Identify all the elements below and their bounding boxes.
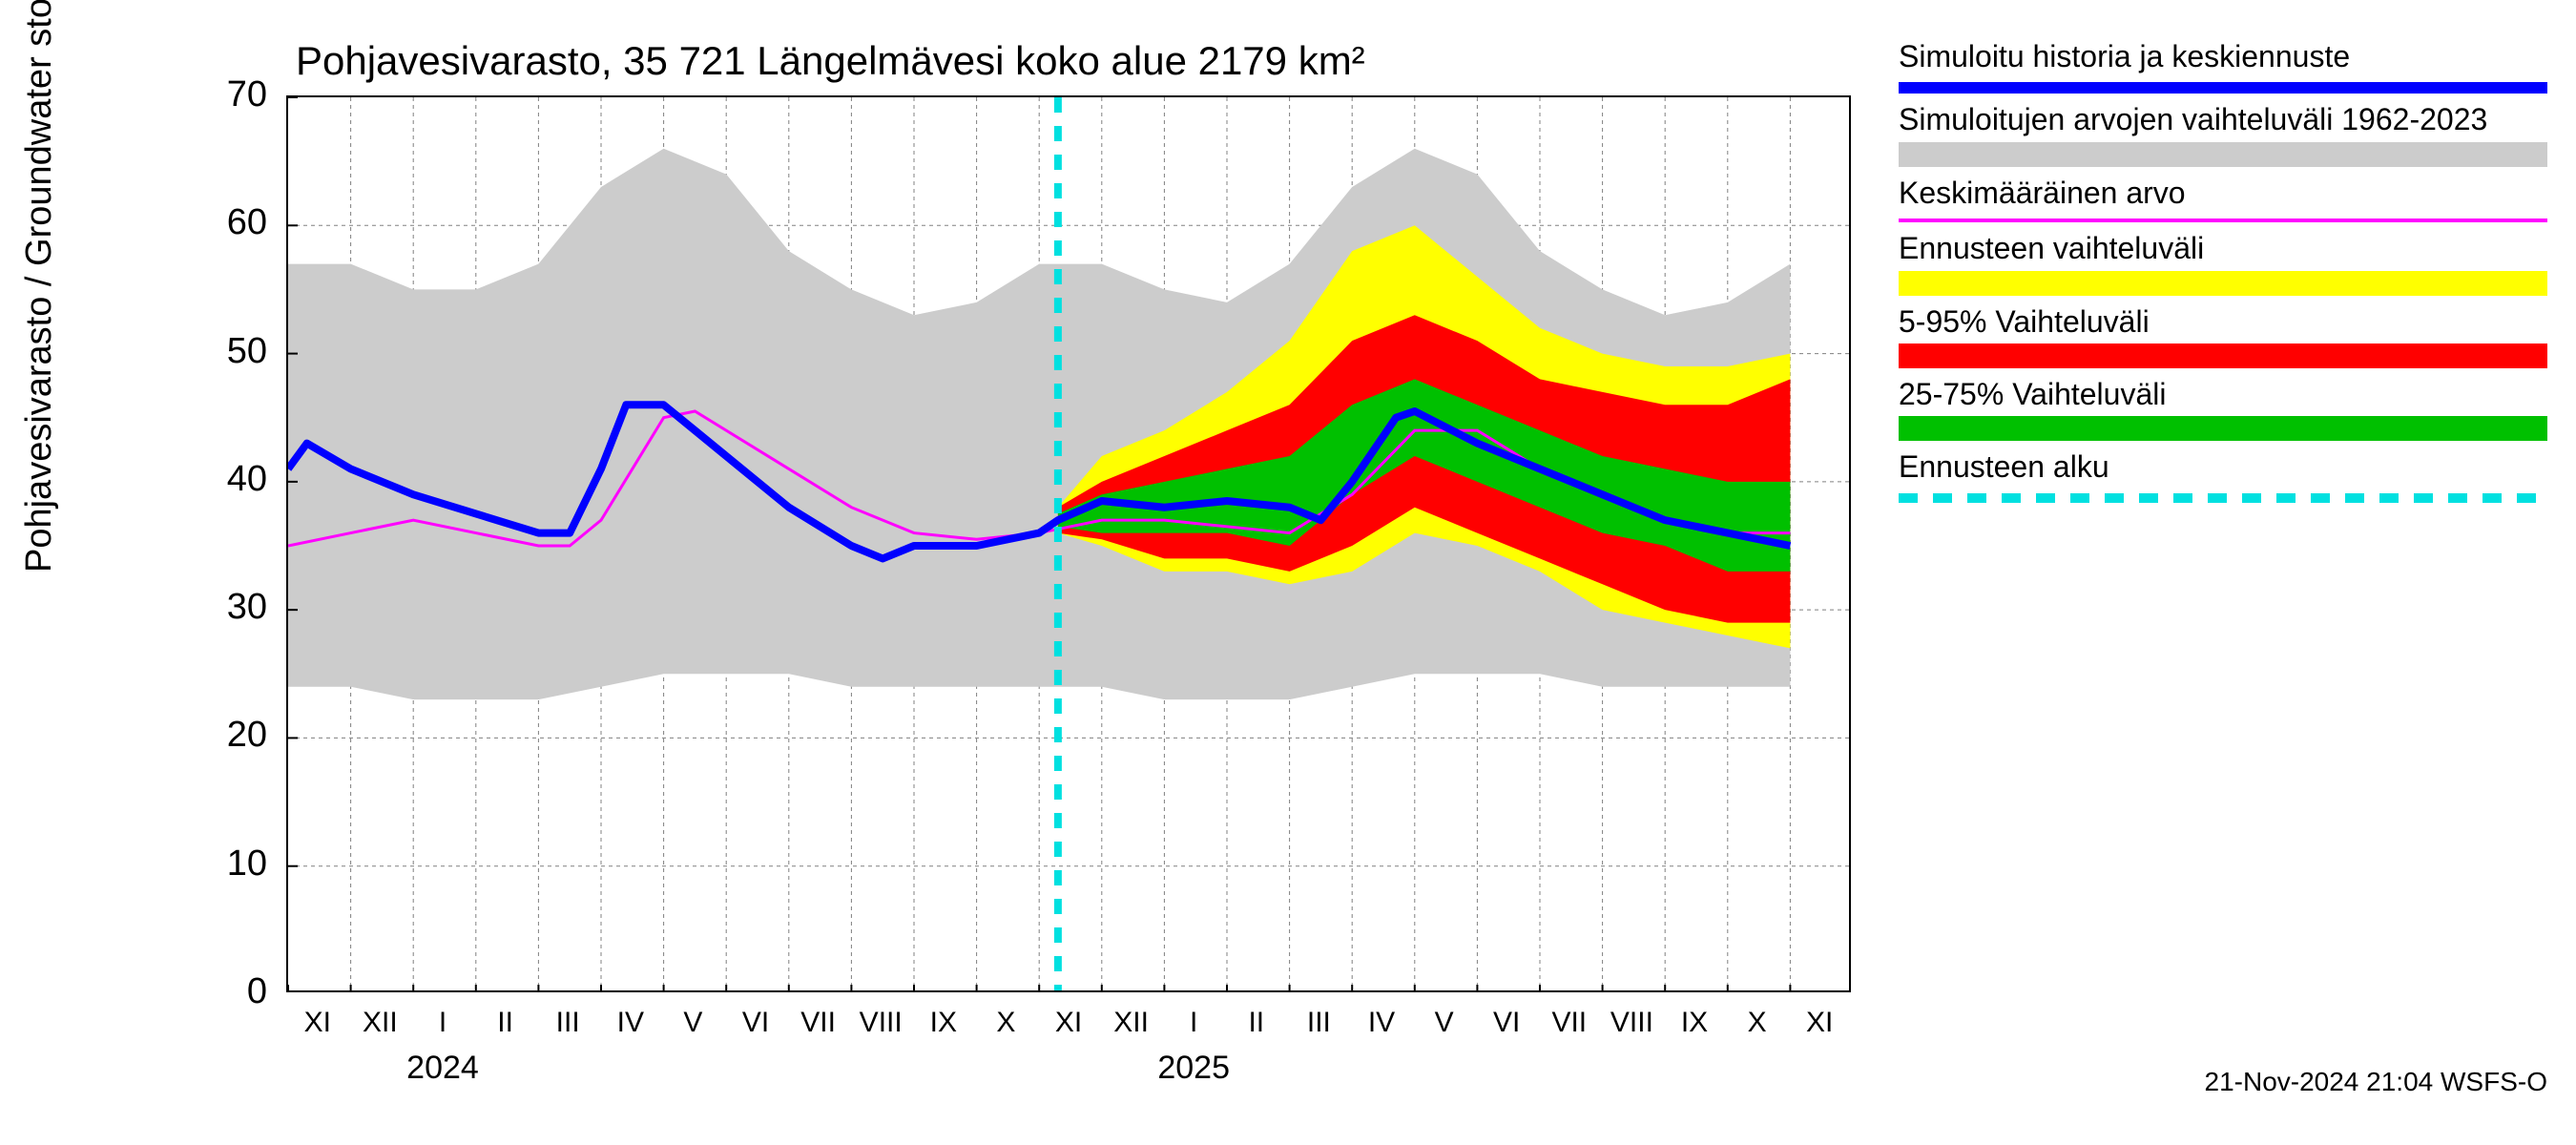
x-tick-year-label: 2025 [1157,1050,1230,1087]
x-tick-month-label: V [1435,1007,1454,1039]
y-tick-label: 50 [172,331,267,372]
x-tick-month-label: XII [363,1007,398,1039]
x-tick-year-label: 2024 [406,1050,479,1087]
y-tick-label: 60 [172,202,267,243]
legend-item: 25-75% Vaihteluväli [1899,376,2547,441]
x-tick-month-label: IX [1681,1007,1708,1039]
legend-swatch [1899,271,2547,296]
x-tick-month-label: III [1307,1007,1331,1039]
legend-item: Simuloitu historia ja keskiennuste [1899,38,2547,94]
legend-item: Keskimääräinen arvo [1899,175,2547,222]
plot-area [286,95,1851,992]
x-tick-month-label: V [683,1007,702,1039]
x-tick-month-label: X [996,1007,1015,1039]
legend-swatch [1899,219,2547,222]
x-tick-month-label: X [1748,1007,1767,1039]
legend-swatch [1899,416,2547,441]
x-tick-month-label: IV [617,1007,644,1039]
chart-container: Pohjavesivarasto, 35 721 Längelmävesi ko… [0,0,2576,1145]
legend-swatch [1899,82,2547,94]
legend-label: 5-95% Vaihteluväli [1899,303,2547,340]
legend-item: 5-95% Vaihteluväli [1899,303,2547,368]
legend-swatch [1899,493,2547,503]
x-tick-month-label: VIII [1610,1007,1653,1039]
legend-label: Simuloitu historia ja keskiennuste [1899,38,2547,74]
x-tick-month-label: I [1190,1007,1197,1039]
x-tick-month-label: II [1248,1007,1264,1039]
x-tick-month-label: VIII [860,1007,903,1039]
legend-label: Simuloitujen arvojen vaihteluväli 1962-2… [1899,101,2547,137]
y-tick-label: 70 [172,74,267,115]
y-tick-label: 0 [172,971,267,1012]
x-tick-month-label: VII [1551,1007,1587,1039]
y-axis-label: Pohjavesivarasto / Groundwater storage m… [19,0,60,572]
x-tick-month-label: XI [304,1007,331,1039]
x-tick-month-label: XII [1113,1007,1149,1039]
legend-swatch [1899,344,2547,368]
timestamp-label: 21-Nov-2024 21:04 WSFS-O [2205,1067,2548,1097]
x-tick-month-label: VII [800,1007,836,1039]
x-tick-month-label: IV [1368,1007,1395,1039]
legend-item: Ennusteen alku [1899,448,2547,502]
legend-item: Ennusteen vaihteluväli [1899,230,2547,295]
x-tick-month-label: I [439,1007,447,1039]
y-tick-label: 10 [172,843,267,885]
legend-label: Ennusteen alku [1899,448,2547,485]
x-tick-month-label: VI [742,1007,769,1039]
legend-label: Keskimääräinen arvo [1899,175,2547,211]
legend-label: 25-75% Vaihteluväli [1899,376,2547,412]
legend: Simuloitu historia ja keskiennuste Simulo… [1899,38,2547,510]
legend-swatch [1899,142,2547,167]
x-tick-month-label: VI [1493,1007,1520,1039]
legend-label: Ennusteen vaihteluväli [1899,230,2547,266]
y-tick-label: 40 [172,459,267,500]
x-tick-month-label: XI [1055,1007,1082,1039]
y-tick-label: 30 [172,587,267,628]
x-tick-month-label: III [556,1007,580,1039]
x-tick-month-label: II [497,1007,513,1039]
legend-item: Simuloitujen arvojen vaihteluväli 1962-2… [1899,101,2547,166]
plot-svg [288,97,1851,992]
chart-title: Pohjavesivarasto, 35 721 Längelmävesi ko… [296,38,1365,84]
x-tick-month-label: XI [1806,1007,1833,1039]
x-tick-month-label: IX [930,1007,957,1039]
y-tick-label: 20 [172,715,267,756]
